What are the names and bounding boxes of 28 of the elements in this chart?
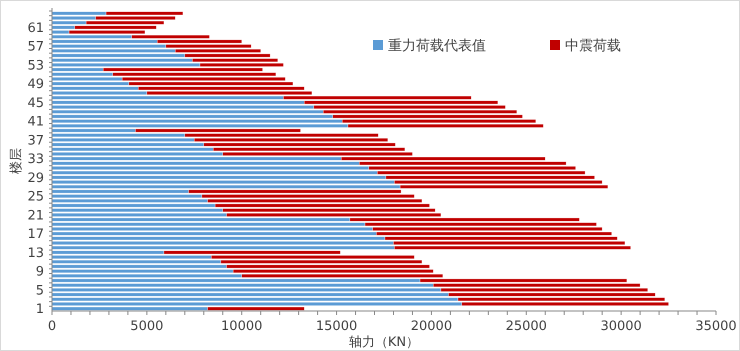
y-tick-label: 29 — [27, 170, 44, 186]
legend-label: 中震荷载 — [565, 38, 621, 54]
x-tick-label: 25000 — [506, 319, 547, 334]
y-tick-label: 57 — [27, 40, 44, 55]
x-tick-label: 10000 — [221, 319, 262, 334]
x-tick-label: 35000 — [695, 319, 737, 334]
y-tick-label: 41 — [27, 114, 44, 130]
y-axis-title: 楼层 — [9, 148, 24, 174]
y-tick-label: 9 — [36, 264, 44, 280]
y-tick-label: 37 — [27, 133, 44, 148]
y-tick-label: 49 — [27, 77, 44, 92]
y-tick-label: 45 — [27, 96, 44, 111]
y-tick-label: 1 — [36, 302, 44, 318]
x-tick-label: 15000 — [316, 319, 358, 334]
y-tick-label: 25 — [27, 190, 44, 205]
x-tick-label: 5000 — [130, 319, 164, 334]
x-tick-label: 20000 — [410, 319, 452, 334]
y-tick-label: 5 — [36, 283, 44, 298]
y-tick-label: 33 — [27, 152, 44, 168]
y-tick-label: 17 — [27, 227, 44, 242]
x-axis-title: 轴力（KN） — [348, 335, 420, 350]
legend-label: 重力荷载代表值 — [388, 38, 486, 54]
x-tick-label: 0 — [48, 319, 56, 334]
x-tick-label: 30000 — [600, 319, 642, 334]
y-tick-label: 13 — [27, 246, 44, 261]
y-tick-label: 61 — [27, 20, 44, 36]
y-tick-label: 21 — [27, 208, 44, 224]
y-tick-label: 53 — [27, 58, 44, 74]
